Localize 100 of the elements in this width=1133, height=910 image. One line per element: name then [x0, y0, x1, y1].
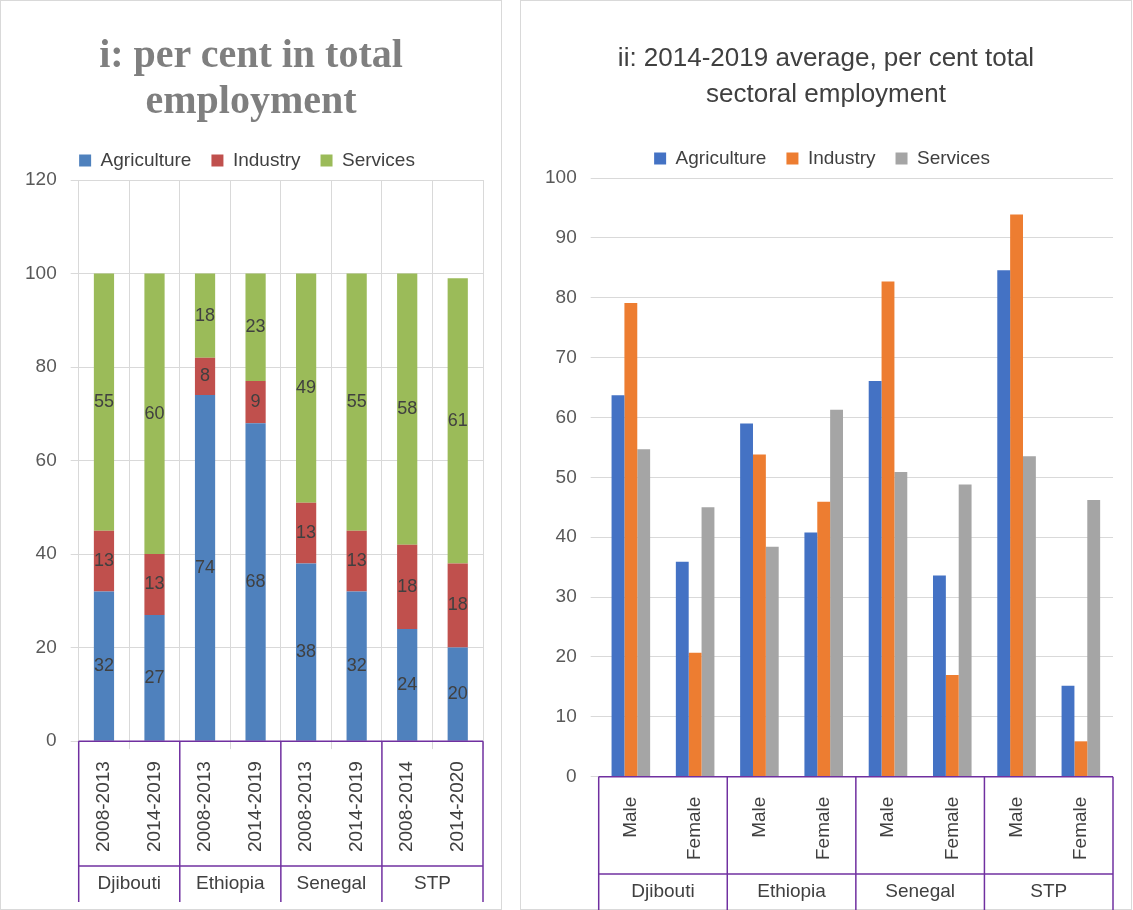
text: Ethiopia — [757, 880, 827, 902]
data-label: 24 — [397, 673, 418, 694]
bar — [447, 278, 468, 564]
y-tick-label: 40 — [555, 525, 577, 547]
bar — [397, 544, 418, 629]
x-tick-label: 2014-2019 — [344, 761, 366, 853]
legend-label: Agriculture — [675, 146, 767, 168]
x-tick-label: Female — [811, 796, 833, 860]
x-tick-label: Female — [940, 796, 962, 860]
bar — [245, 273, 266, 382]
bar — [611, 395, 625, 777]
data-label: 55 — [346, 391, 367, 412]
bar — [245, 423, 266, 741]
bar — [740, 423, 753, 777]
y-tick-label: 120 — [25, 168, 57, 190]
y-tick-label: 50 — [555, 465, 577, 487]
bar — [688, 652, 702, 777]
x-tick-label: 2008-2013 — [193, 761, 215, 853]
y-tick-label: 10 — [555, 705, 577, 727]
data-label: 58 — [397, 398, 418, 419]
bar — [144, 273, 165, 555]
data-label: 60 — [144, 402, 165, 423]
bar — [447, 563, 468, 648]
bar — [894, 471, 908, 777]
y-tick-label: 100 — [545, 166, 577, 188]
bar — [93, 273, 115, 531]
x-tick-label: Male — [876, 796, 898, 838]
data-label: 13 — [346, 550, 367, 571]
text: Senegal — [885, 880, 955, 902]
bar — [945, 674, 959, 777]
y-tick-label: 60 — [35, 448, 57, 470]
bar — [1061, 685, 1075, 777]
data-label: 32 — [93, 655, 114, 676]
data-label: 38 — [296, 641, 317, 662]
data-label: 74 — [195, 556, 216, 577]
bar — [346, 273, 367, 531]
data-label: 68 — [245, 570, 266, 591]
text: STP — [413, 872, 451, 894]
y-tick-label: 60 — [555, 405, 577, 427]
text: Djibouti — [97, 872, 161, 894]
bar — [675, 561, 689, 777]
text: Djibouti — [631, 880, 695, 902]
y-tick-label: 20 — [555, 645, 577, 667]
bar — [933, 575, 946, 777]
y-tick-label: 0 — [566, 764, 577, 786]
bar — [752, 454, 766, 777]
x-tick-label: 2008-2013 — [92, 761, 114, 853]
bar — [637, 449, 651, 777]
y-tick-label: 80 — [35, 355, 57, 377]
legend-label: Services — [917, 146, 990, 168]
y-tick-label: 80 — [555, 285, 577, 307]
y-tick-label: 30 — [555, 585, 577, 607]
y-tick-label: 40 — [35, 542, 57, 564]
x-tick-label: Male — [747, 796, 769, 838]
text: Senegal — [296, 872, 367, 894]
text: STP — [1030, 880, 1068, 902]
data-label: 55 — [93, 391, 114, 412]
data-label: 18 — [397, 575, 418, 596]
bar — [1010, 214, 1023, 777]
bar — [830, 409, 843, 777]
data-label: 8 — [200, 365, 211, 386]
legend-label: Services — [342, 148, 415, 170]
data-label: 18 — [195, 304, 216, 325]
data-label: 18 — [447, 594, 468, 615]
bar — [296, 563, 317, 741]
bar — [144, 614, 165, 741]
chart-title: i: per cent in total employment — [98, 30, 404, 124]
x-tick-label: 2008-2014 — [395, 760, 417, 853]
chart-title: ii: 2014-2019 average, per cent total sectoral employment — [616, 41, 1036, 110]
bar — [93, 591, 115, 741]
text: Ethiopia — [195, 872, 266, 894]
x-tick-label: 2008-2013 — [294, 761, 316, 853]
bar — [144, 554, 165, 615]
bar — [1087, 500, 1101, 777]
bar — [958, 484, 972, 777]
bar — [624, 303, 638, 777]
bar — [804, 532, 818, 777]
data-label: 20 — [447, 683, 468, 704]
bar — [447, 647, 468, 741]
data-label: 9 — [250, 391, 261, 412]
x-tick-label: Male — [619, 796, 641, 838]
data-label: 13 — [93, 550, 114, 571]
bar — [1023, 456, 1036, 777]
legend-label: Industry — [232, 148, 302, 170]
y-tick-label: 90 — [555, 226, 577, 248]
data-label: 61 — [447, 409, 468, 430]
bar — [194, 395, 216, 741]
bar — [817, 501, 831, 777]
y-tick-label: 70 — [555, 345, 577, 367]
bar — [881, 281, 895, 777]
bar — [701, 507, 715, 777]
data-label: 49 — [296, 377, 317, 398]
legend-label: Agriculture — [100, 148, 192, 170]
x-tick-label: Male — [1004, 796, 1026, 838]
x-tick-label: 2014-2019 — [142, 761, 164, 853]
bar — [397, 628, 418, 741]
x-tick-label: Female — [683, 796, 705, 860]
bar — [997, 270, 1011, 777]
bar — [194, 273, 216, 358]
bar — [1074, 741, 1088, 777]
